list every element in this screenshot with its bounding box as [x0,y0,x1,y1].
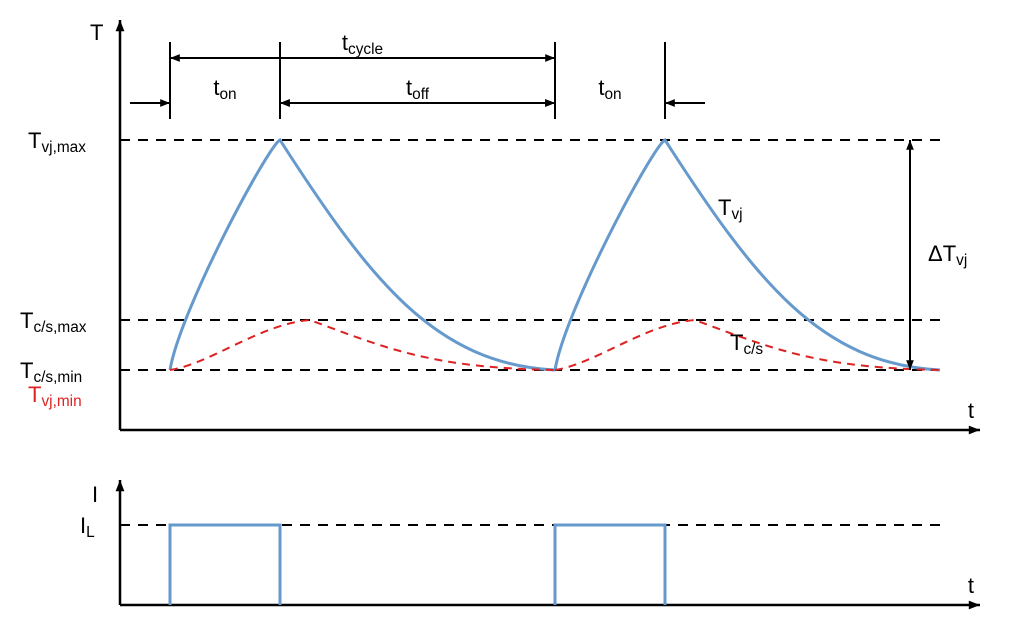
label-Tcsmax: Tc/s,max [20,308,87,336]
y-axis-label-T: T [90,20,103,45]
curve-Tcs [170,320,555,370]
label-Tvjmax: Tvj,max [28,128,86,156]
x-axis-label-t-bot: t [968,573,974,598]
pulse-1 [170,525,280,605]
thermal-cycling-diagram: TtTvj,maxTc/s,maxTc/s,minTvj,minTvjTc/sΔ… [0,0,1024,642]
curve-Tvj [170,140,555,370]
dim-ton2-label: ton [598,75,621,103]
y-axis-label-I: I [92,482,98,507]
x-axis-label-t-top: t [968,398,974,423]
dim-tcycle-label: tcycle [342,30,383,58]
dim-ton-label: ton [213,75,236,103]
label-curve-Tvj: Tvj [718,195,743,223]
dim-toff-label: toff [406,75,430,103]
label-deltaTvj: ΔTvj [928,241,967,269]
label-IL: IL [80,513,95,541]
label-Tvjmin: Tvj,min [28,382,82,410]
pulse-2 [555,525,665,605]
label-curve-Tcs: Tc/s [730,330,763,358]
curve-Tvj [555,140,940,370]
